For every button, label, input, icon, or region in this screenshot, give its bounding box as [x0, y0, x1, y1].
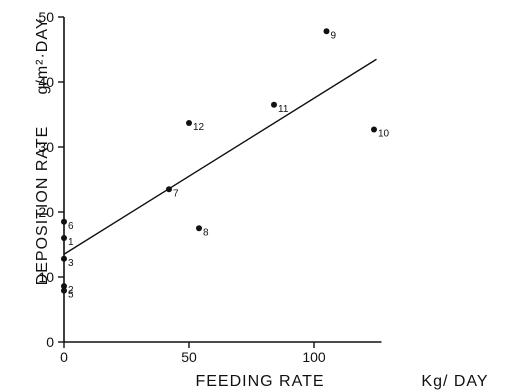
- point-label-9: 9: [331, 30, 337, 41]
- point-label-3: 3: [68, 258, 74, 269]
- data-point-10: [371, 126, 377, 133]
- data-point-8: [196, 225, 202, 232]
- y-tick-label: 30: [38, 139, 54, 155]
- x-axis-unit: Kg/ DAY: [421, 373, 488, 390]
- data-point-6: [61, 218, 67, 225]
- ticks: 0 10 20 30 40 50 0 50 100: [38, 9, 325, 365]
- x-axis-title: FEEDING RATE: [195, 373, 324, 390]
- regression-line-group: [63, 58, 377, 255]
- point-label-1: 1: [68, 237, 74, 248]
- data-point-11: [271, 101, 277, 108]
- point-label-8: 8: [203, 227, 209, 238]
- point-label-6: 6: [68, 221, 74, 232]
- y-axis-unit: g/m²·DAY: [34, 17, 51, 94]
- y-tick-label: 50: [38, 9, 54, 25]
- point-label-12: 12: [193, 122, 205, 133]
- data-point-2: [61, 283, 67, 290]
- data-point-9: [323, 28, 330, 35]
- data-point-3: [61, 255, 67, 262]
- y-tick-label: 0: [46, 334, 54, 350]
- data-point-5: [61, 287, 67, 294]
- point-label-7: 7: [173, 188, 179, 199]
- data-point-1: [61, 235, 67, 241]
- axes: [63, 17, 382, 343]
- x-tick-label: 100: [302, 349, 326, 365]
- y-tick-label: 40: [38, 74, 54, 90]
- y-tick-label: 20: [38, 204, 54, 220]
- regression-line: [63, 58, 377, 255]
- x-tick-label: 50: [181, 349, 197, 365]
- data-point-7: [166, 186, 172, 193]
- x-tick-label: 0: [60, 349, 68, 365]
- data-point-12: [186, 119, 192, 126]
- y-tick-label: 10: [38, 269, 54, 285]
- point-label-5: 5: [68, 290, 74, 301]
- point-label-11: 11: [278, 104, 289, 115]
- point-label-2: 2: [68, 285, 74, 296]
- point-label-10: 10: [378, 128, 390, 139]
- y-axis-title: DEPOSITION RATE: [34, 126, 51, 286]
